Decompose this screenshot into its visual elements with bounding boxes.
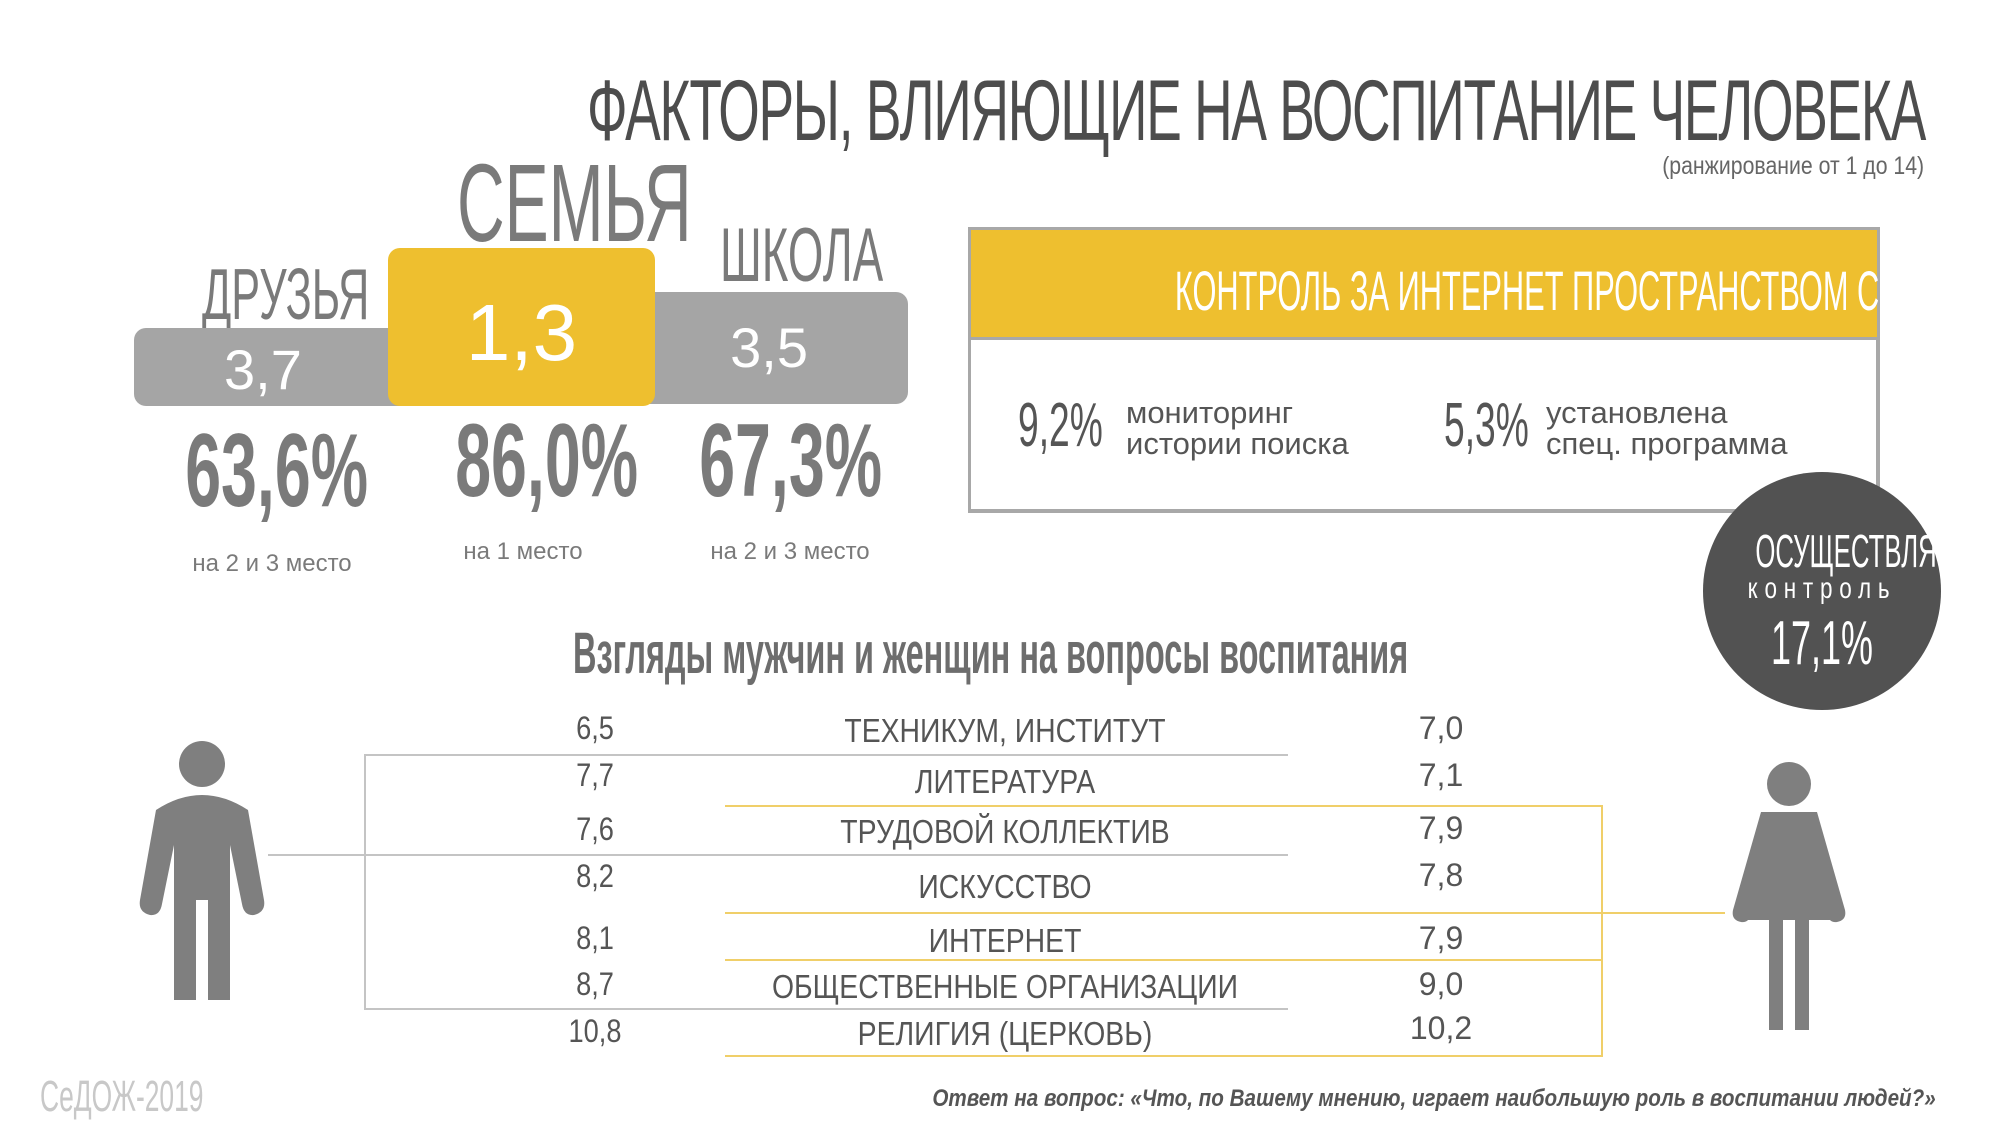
men-value-6: 10,8 [568,1013,622,1049]
control-total-badge: ОСУЩЕСТВЛЯЮТ контроль 17,1% [1703,472,1978,710]
men-value-5: 8,7 [576,966,614,1002]
question-note: Ответ на вопрос: «Что, по Вашему мнению,… [932,1085,1936,1112]
men-bracket-middle [364,854,1288,856]
podium-caption-friends: на 2 и 3 место [192,550,352,577]
woman-icon [1732,762,1846,1030]
men-bracket-top [364,754,1288,756]
badge-line1: ОСУЩЕСТВЛЯЮТ [1755,525,1978,577]
women-value-0: 7,0 [1418,710,1464,746]
podium-percent-friends: 63,6% [185,413,369,529]
stat-value-search-history: 9,2% [1018,391,1103,460]
men-bracket-vertical [364,754,366,1009]
row-label-6: РЕЛИГИЯ (ЦЕРКОВЬ) [857,1015,1153,1052]
podium-rank-school: 3,5 [730,316,808,379]
women-value-5: 9,0 [1418,966,1464,1002]
stat-text-search-history: мониторинг истории поиска [1126,397,1349,459]
women-value-2: 7,9 [1418,810,1464,846]
podium-rank-friends: 3,7 [224,338,302,401]
podium-rank-family: 1,3 [465,288,578,377]
women-bracket-bottom [725,1055,1603,1057]
page-subtitle: (ранжирование от 1 до 14) [1662,152,1924,180]
badge-value: 17,1% [1771,609,1873,678]
row-label-0: ТЕХНИКУМ, ИНСТИТУТ [844,712,1166,749]
women-value-3: 7,8 [1418,857,1464,893]
men-value-1: 7,7 [576,757,614,793]
podium-label-school: ШКОЛА [720,213,884,298]
stat-line2: истории поиска [1126,426,1349,461]
row-label-5: ОБЩЕСТВЕННЫЕ ОРГАНИЗАЦИИ [771,968,1239,1005]
stat-line2: спец. программа [1546,426,1788,461]
women-bracket-middle [725,912,1725,914]
stat-line1: установлена [1546,395,1728,430]
stat-line1: мониторинг [1126,395,1294,430]
podium-percent-school: 67,3% [699,403,883,519]
men-value-4: 8,1 [576,920,614,956]
podium-percent-family: 86,0% [455,403,639,519]
row-label-2: ТРУДОВОЙ КОЛЛЕКТИВ [840,813,1170,850]
women-value-6: 10,2 [1409,1010,1473,1046]
podium-caption-school: на 2 и 3 место [710,538,870,565]
source-label: СеДОЖ-2019 [40,1072,204,1121]
men-connector [268,854,365,856]
men-value-2: 7,6 [576,811,614,847]
podium-label-family: СЕМЬЯ [457,142,692,265]
podium-bar-school: 3,5 [620,292,908,404]
row-label-4: ИНТЕРНЕТ [928,922,1082,959]
page-title: ФАКТОРЫ, ВЛИЯЮЩИЕ НА ВОСПИТАНИЕ ЧЕЛОВЕКА [587,63,1926,159]
podium-bar-family: 1,3 [388,248,655,406]
views-section-title: Взгляды мужчин и женщин на вопросы воспи… [573,621,1409,686]
women-bracket-row [725,959,1603,961]
badge-line2: контроль [1747,572,1897,605]
women-value-4: 7,9 [1418,920,1464,956]
men-value-0: 6,5 [576,710,614,746]
women-bracket-vertical [1601,805,1603,1057]
stat-text-special-program: установлена спец. программа [1546,397,1787,459]
row-label-3: ИСКУССТВО [918,868,1092,905]
men-value-3: 8,2 [576,858,614,894]
man-icon [139,741,265,1000]
podium-bar-friends: 3,7 [134,328,424,406]
stat-value-special-program: 5,3% [1444,391,1529,460]
podium-caption-family: на 1 место [463,538,583,565]
women-bracket-top [725,805,1603,807]
internet-control-header: КОНТРОЛЬ ЗА ИНТЕРНЕТ ПРОСТРАНСТВОМ СВОИХ… [971,230,2000,340]
women-value-1: 7,1 [1418,757,1464,793]
men-bracket-bottom [364,1008,1288,1010]
row-label-1: ЛИТЕРАТУРА [914,763,1096,800]
podium-label-friends: ДРУЗЬЯ [202,255,370,335]
internet-control-heading: КОНТРОЛЬ ЗА ИНТЕРНЕТ ПРОСТРАНСТВОМ СВОИХ… [1174,259,2000,322]
